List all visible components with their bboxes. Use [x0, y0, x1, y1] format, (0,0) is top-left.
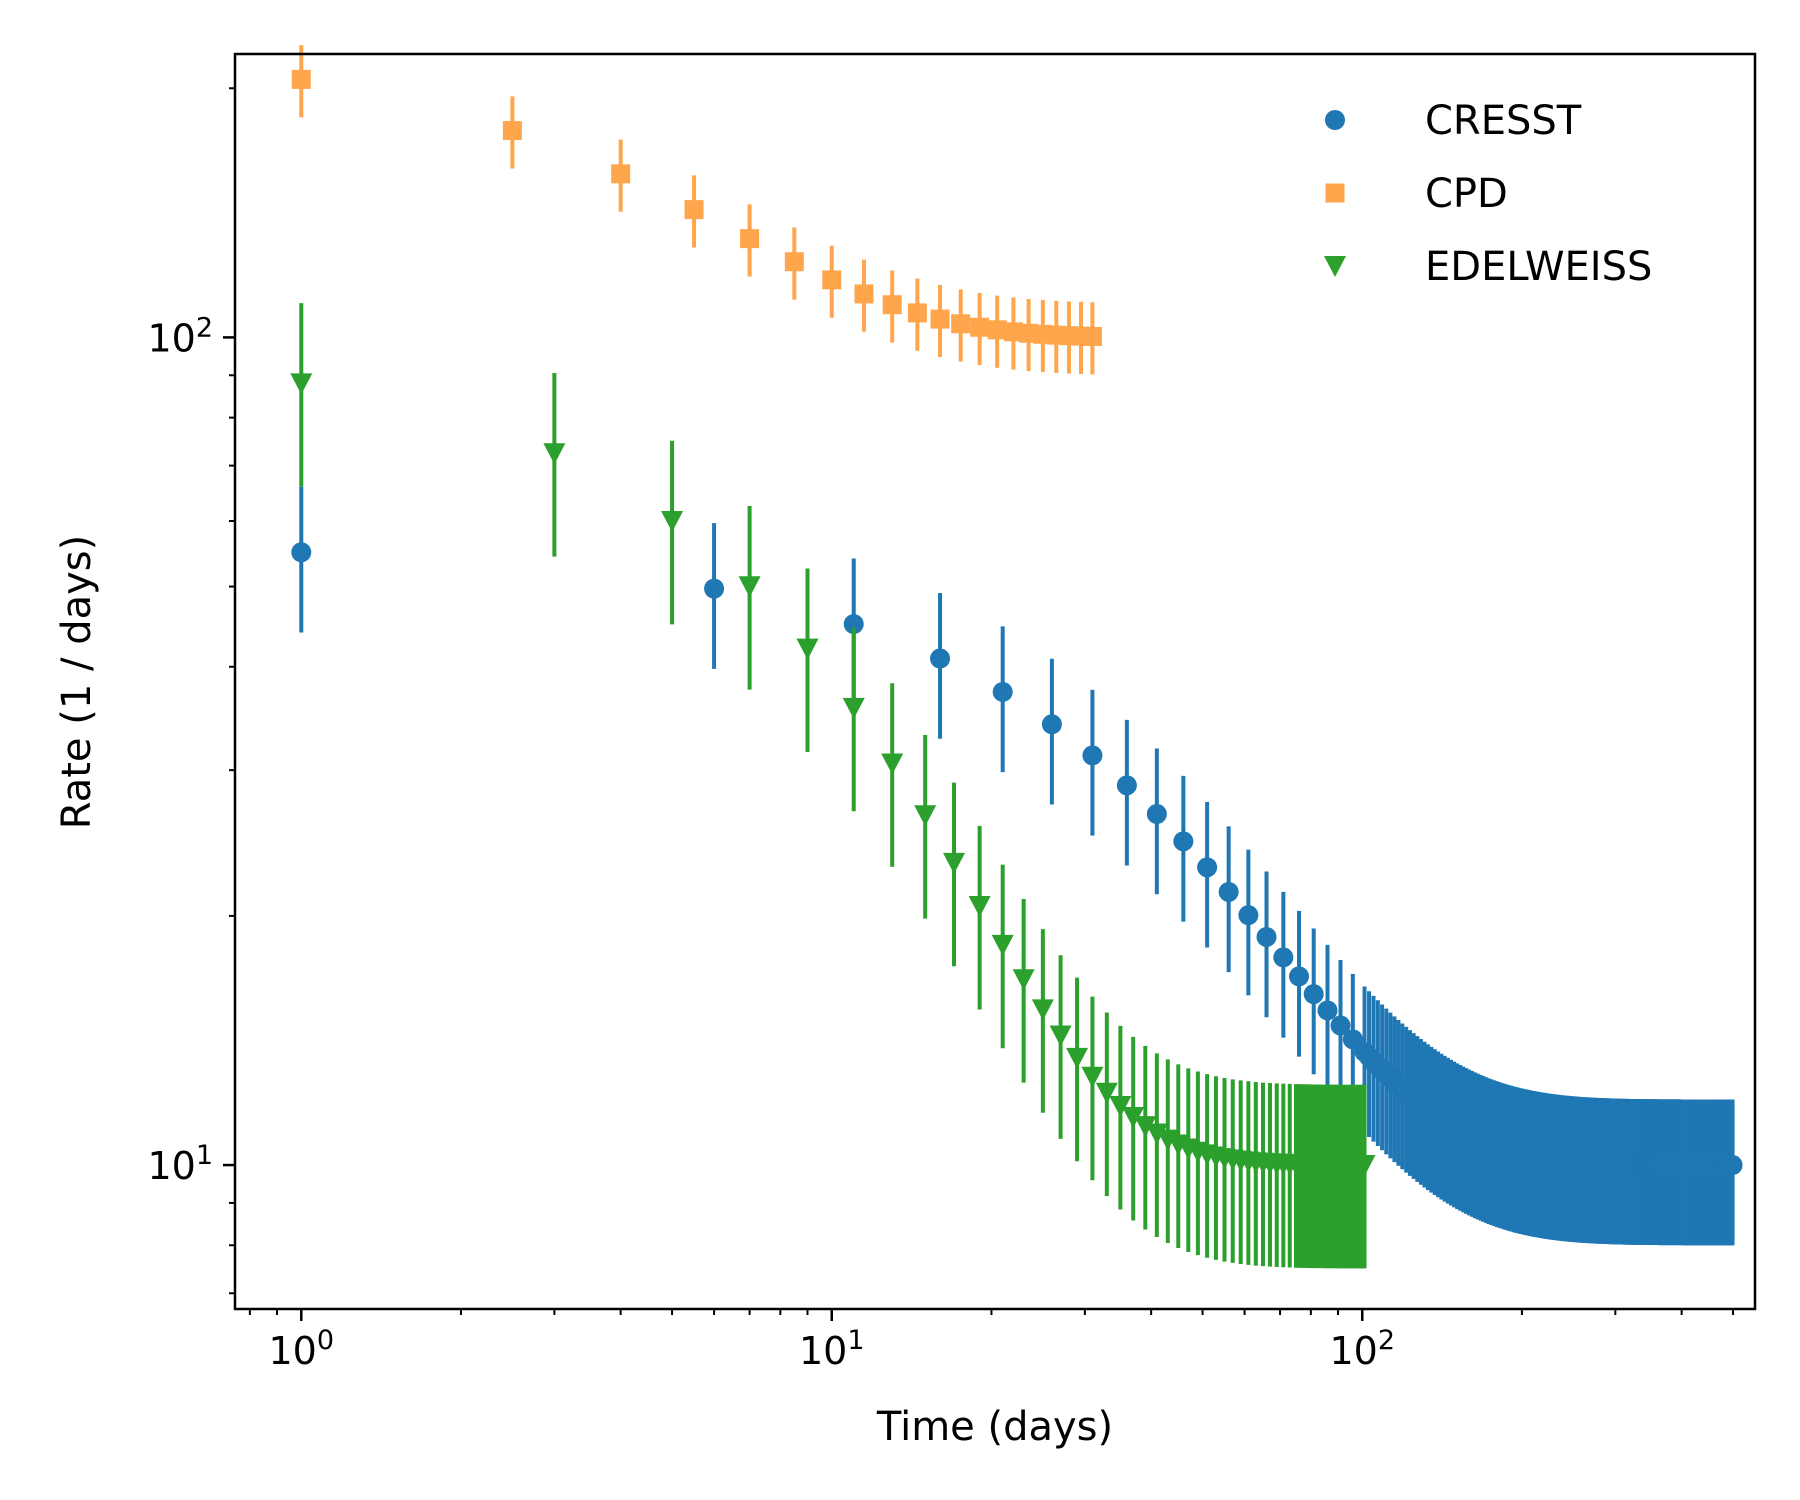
legend-label: CRESST [1425, 98, 1582, 144]
data-point [1109, 1096, 1132, 1118]
data-point [1289, 966, 1310, 987]
series-cresst [291, 486, 1743, 1246]
data-point [784, 252, 804, 272]
legend-label: CPD [1425, 171, 1508, 217]
data-point [796, 638, 819, 660]
data-point [1256, 926, 1277, 947]
data-point [1081, 1066, 1104, 1088]
data-point [930, 648, 951, 669]
data-point [951, 314, 971, 334]
data-point [822, 270, 842, 290]
data-point [1019, 323, 1039, 343]
data-point [843, 614, 864, 635]
data-point [1353, 1155, 1376, 1177]
data-point [854, 284, 874, 304]
y-tick-label: 101 [147, 1140, 213, 1188]
legend-entry-cresst: CRESST [1325, 98, 1582, 144]
data-point [1145, 1123, 1168, 1145]
axes: 100 101 102 101 102 [147, 87, 1735, 1373]
data-point [1049, 1025, 1072, 1047]
data-point [704, 578, 725, 599]
plot-area [290, 45, 1743, 1269]
legend-label: EDELWEISS [1425, 244, 1652, 290]
data-point [502, 121, 522, 141]
data-point [987, 320, 1007, 340]
data-point [543, 443, 566, 465]
data-point [290, 373, 313, 395]
data-point [881, 753, 904, 775]
x-tick-label: 102 [1329, 1325, 1395, 1373]
data-point [1173, 831, 1194, 852]
data-point [991, 934, 1014, 956]
data-point [1197, 857, 1218, 878]
data-point [1116, 775, 1137, 796]
data-point [1095, 1082, 1118, 1104]
data-point [914, 805, 937, 827]
data-point [684, 200, 704, 220]
series-edelweiss [290, 303, 1376, 1269]
data-point [1303, 984, 1324, 1005]
data-point [1238, 905, 1259, 926]
data-point [611, 164, 631, 184]
data-point [1031, 999, 1054, 1021]
data-point [1122, 1107, 1145, 1129]
data-point [992, 681, 1013, 702]
data-point [1066, 1047, 1089, 1069]
data-point [1134, 1116, 1157, 1138]
y-tick-label: 102 [147, 312, 213, 360]
data-point [740, 229, 760, 249]
x-tick-label: 101 [799, 1325, 865, 1373]
data-point [970, 317, 990, 337]
data-point [968, 896, 991, 918]
data-point [1218, 881, 1239, 902]
legend-marker [1324, 256, 1346, 277]
data-point [291, 542, 312, 563]
legend-marker [1325, 183, 1345, 203]
data-point [1012, 969, 1035, 991]
data-point [907, 303, 927, 323]
data-point [1041, 714, 1062, 735]
data-point [943, 852, 966, 874]
data-point [1317, 1000, 1338, 1021]
legend-entry-edelweiss: EDELWEISS [1324, 244, 1652, 290]
data-point [1722, 1155, 1743, 1176]
data-point [1003, 322, 1023, 342]
data-point [1082, 326, 1102, 346]
data-point [1330, 1015, 1351, 1036]
plot-frame [233, 52, 1757, 1311]
legend-marker [1325, 110, 1345, 130]
data-point [842, 697, 865, 719]
data-point [661, 510, 684, 532]
data-point [1082, 745, 1103, 766]
data-point [930, 309, 950, 329]
x-axis-label: Time (days) [876, 1404, 1113, 1450]
data-point [1342, 1029, 1363, 1050]
x-tick-label: 100 [269, 1325, 335, 1373]
legend: CRESST CPD EDELWEISS [1324, 98, 1652, 290]
data-point [1273, 947, 1294, 968]
y-axis-label: Rate (1 / days) [54, 535, 100, 829]
data-point [1146, 804, 1167, 825]
legend-entry-cpd: CPD [1325, 171, 1508, 217]
series-cpd [291, 45, 1102, 375]
data-point [738, 576, 761, 598]
data-point [291, 69, 311, 89]
data-point [882, 295, 902, 315]
